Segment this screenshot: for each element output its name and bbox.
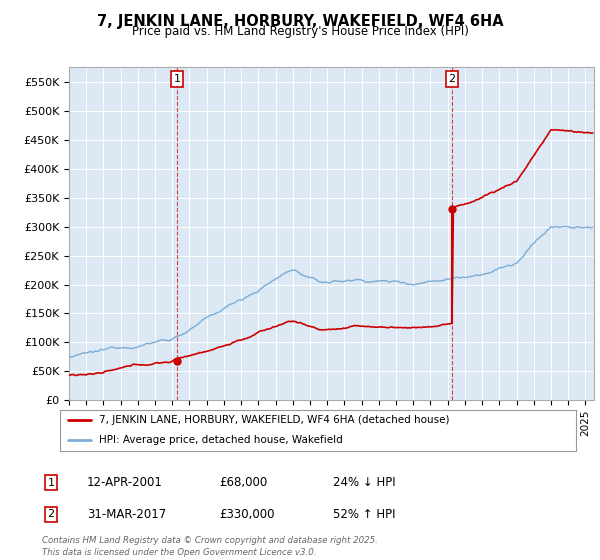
Text: 2: 2 xyxy=(448,74,455,84)
Text: 1: 1 xyxy=(47,478,55,488)
Text: 24% ↓ HPI: 24% ↓ HPI xyxy=(333,476,395,489)
Text: 52% ↑ HPI: 52% ↑ HPI xyxy=(333,507,395,521)
Text: £330,000: £330,000 xyxy=(219,507,275,521)
Text: 1: 1 xyxy=(173,74,181,84)
Text: HPI: Average price, detached house, Wakefield: HPI: Average price, detached house, Wake… xyxy=(98,435,343,445)
Text: £68,000: £68,000 xyxy=(219,476,267,489)
Text: 2: 2 xyxy=(47,509,55,519)
Text: Contains HM Land Registry data © Crown copyright and database right 2025.
This d: Contains HM Land Registry data © Crown c… xyxy=(42,536,378,557)
Text: 7, JENKIN LANE, HORBURY, WAKEFIELD, WF4 6HA (detached house): 7, JENKIN LANE, HORBURY, WAKEFIELD, WF4 … xyxy=(98,415,449,424)
Text: Price paid vs. HM Land Registry's House Price Index (HPI): Price paid vs. HM Land Registry's House … xyxy=(131,25,469,38)
Text: 31-MAR-2017: 31-MAR-2017 xyxy=(87,507,166,521)
Text: 7, JENKIN LANE, HORBURY, WAKEFIELD, WF4 6HA: 7, JENKIN LANE, HORBURY, WAKEFIELD, WF4 … xyxy=(97,14,503,29)
Text: 12-APR-2001: 12-APR-2001 xyxy=(87,476,163,489)
